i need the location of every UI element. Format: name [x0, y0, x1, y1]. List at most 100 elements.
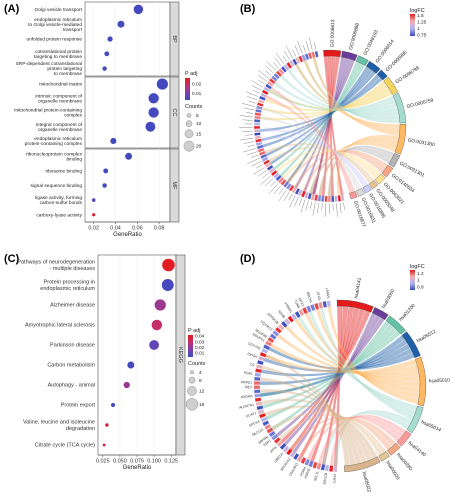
term-block	[368, 180, 379, 190]
gene-block	[280, 179, 287, 186]
gene-block	[284, 318, 291, 326]
gene-label-mark	[282, 55, 287, 62]
ribbons	[259, 305, 421, 467]
term-point	[91, 198, 96, 202]
gene-block	[256, 405, 264, 411]
gene-block	[255, 138, 262, 143]
gene-block	[259, 95, 266, 101]
gene-label: SSR1	[262, 439, 272, 448]
gene-block	[280, 320, 288, 328]
facet-strip-label: CC	[171, 109, 177, 117]
legend-padj-tick: 0.01	[192, 91, 202, 97]
gene-label-mark	[246, 151, 257, 156]
ribbon	[327, 306, 420, 405]
term-point	[103, 168, 109, 174]
term-block	[349, 191, 358, 200]
gene-block	[267, 80, 274, 87]
gene-label: HSPA5	[304, 468, 312, 480]
gene-label-mark	[299, 198, 303, 206]
gene-block	[258, 412, 266, 419]
gene-label-mark	[270, 180, 276, 187]
gene-label-mark	[317, 202, 320, 214]
gene-label-mark	[289, 195, 296, 208]
legend-padj-colorbar	[185, 78, 190, 100]
legend-count-label: 20	[196, 144, 202, 150]
panel-letter-a: (A)	[4, 3, 20, 15]
gene-label: PSMD1	[283, 302, 293, 314]
ribbon	[333, 305, 343, 467]
term-label: signal sequence binding	[31, 183, 83, 189]
legend-count-label: 16	[199, 402, 205, 408]
gene-label-mark	[343, 202, 345, 210]
term-label: ligase activity, forming	[35, 195, 82, 201]
gene-block	[255, 368, 262, 373]
term-point	[148, 107, 159, 118]
x-tick-label: 0.06	[132, 226, 143, 232]
gene-label-mark	[284, 50, 290, 60]
gene-block	[279, 442, 287, 450]
term-label: mitochondrial protein-containing	[14, 108, 82, 114]
gene-block	[254, 132, 261, 136]
gene-block	[268, 430, 276, 438]
gene-label-mark	[274, 57, 282, 66]
legend-count-dot	[183, 140, 195, 152]
gene-block	[317, 194, 322, 202]
term-point	[151, 319, 163, 331]
panel-letter-d: (D)	[240, 253, 256, 265]
gene-label-mark	[247, 158, 260, 164]
gene-label-mark	[309, 37, 313, 51]
x-tick-label: 0.075	[130, 459, 144, 465]
gene-block	[270, 169, 278, 177]
gene-block	[280, 66, 287, 73]
gene-block	[257, 409, 265, 415]
term-label: mitochondrial matrix	[39, 82, 83, 88]
gene-label-mark	[266, 60, 276, 71]
logfc-legend-title: logFC	[410, 8, 425, 14]
term-point	[105, 423, 109, 427]
logfc-colorbar	[410, 270, 415, 290]
gene-block	[337, 195, 342, 202]
gene-label: IDH3A	[247, 352, 258, 359]
ribbon	[264, 405, 378, 460]
gene-block	[255, 105, 263, 110]
gene-label: ME2	[245, 385, 252, 389]
gene-block	[295, 57, 301, 64]
gene-block	[293, 452, 300, 461]
term-label: GO:0006614	[375, 38, 396, 64]
gene-block	[320, 195, 325, 202]
gene-label: PDIA4	[299, 466, 307, 477]
gene-label-mark	[265, 178, 274, 186]
gene-label: PGK1	[244, 371, 254, 376]
gene-label: SEC11A	[251, 427, 265, 437]
gene-label: CANX	[332, 473, 337, 483]
gene-block	[283, 63, 290, 71]
term-label: - multiple diseases	[49, 266, 95, 272]
gene-block	[263, 86, 271, 93]
gene-block	[258, 150, 266, 156]
gene-label-mark	[258, 79, 265, 85]
gene-block	[308, 460, 314, 468]
gene-block	[305, 305, 312, 313]
gene-block	[262, 420, 270, 427]
gene-block	[275, 174, 282, 182]
ribbon	[292, 312, 377, 453]
gene-label-mark	[265, 70, 272, 76]
legend-padj-tick: 0.02	[192, 81, 202, 87]
gene-block	[273, 437, 281, 444]
gene-label-mark	[283, 191, 290, 201]
gene-block	[301, 54, 307, 62]
gene-label-mark	[312, 202, 316, 216]
ribbon	[260, 343, 411, 377]
gene-block	[260, 416, 268, 423]
gene-block	[263, 159, 271, 166]
gene-block	[304, 53, 310, 61]
term-block	[336, 299, 374, 313]
term-block	[372, 307, 389, 321]
gene-label: NDUFS1	[252, 332, 266, 342]
term-label: Alzheimer disease	[50, 303, 95, 309]
legend-count-dot	[190, 370, 194, 375]
term-block	[396, 430, 412, 447]
legend: P adj 0.02 0.01 Counts 5 10 15 20	[183, 71, 203, 152]
